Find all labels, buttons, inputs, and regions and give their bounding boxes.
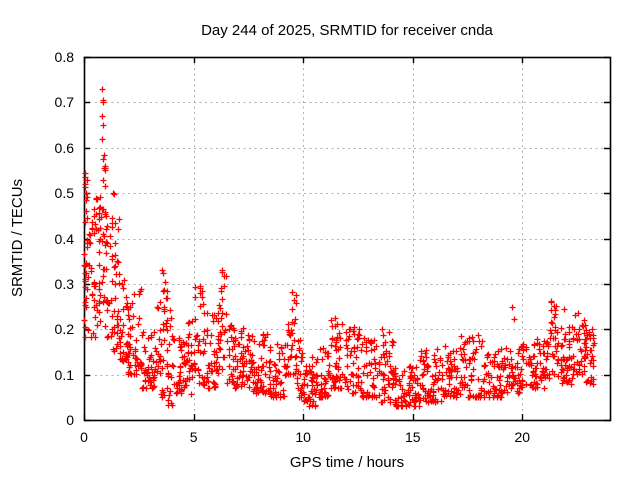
y-tick-label-0.7: 0.7 bbox=[54, 94, 74, 111]
chart-title: Day 244 of 2025, SRMTID for receiver cnd… bbox=[201, 22, 493, 39]
x-tick-label-10: 10 bbox=[295, 429, 311, 445]
y-tick-label-0.8: 0.8 bbox=[54, 49, 74, 65]
y-tick-label-0.2: 0.2 bbox=[54, 321, 74, 338]
y-tick-label-0.1: 0.1 bbox=[54, 366, 74, 383]
x-tick-label-15: 15 bbox=[405, 429, 421, 445]
y-tick-label-0.3: 0.3 bbox=[54, 275, 74, 292]
x-tick-label-20: 20 bbox=[514, 429, 531, 445]
x-tick-label-5: 5 bbox=[189, 429, 198, 445]
x-tick-label-0: 0 bbox=[80, 429, 88, 445]
y-tick-label-0: 0 bbox=[66, 412, 74, 428]
x-axis-label: GPS time / hours bbox=[289, 454, 405, 471]
y-tick-label-0.4: 0.4 bbox=[54, 230, 74, 247]
y-tick-label-0.5: 0.5 bbox=[54, 185, 74, 202]
y-tick-label-0.6: 0.6 bbox=[54, 139, 74, 156]
